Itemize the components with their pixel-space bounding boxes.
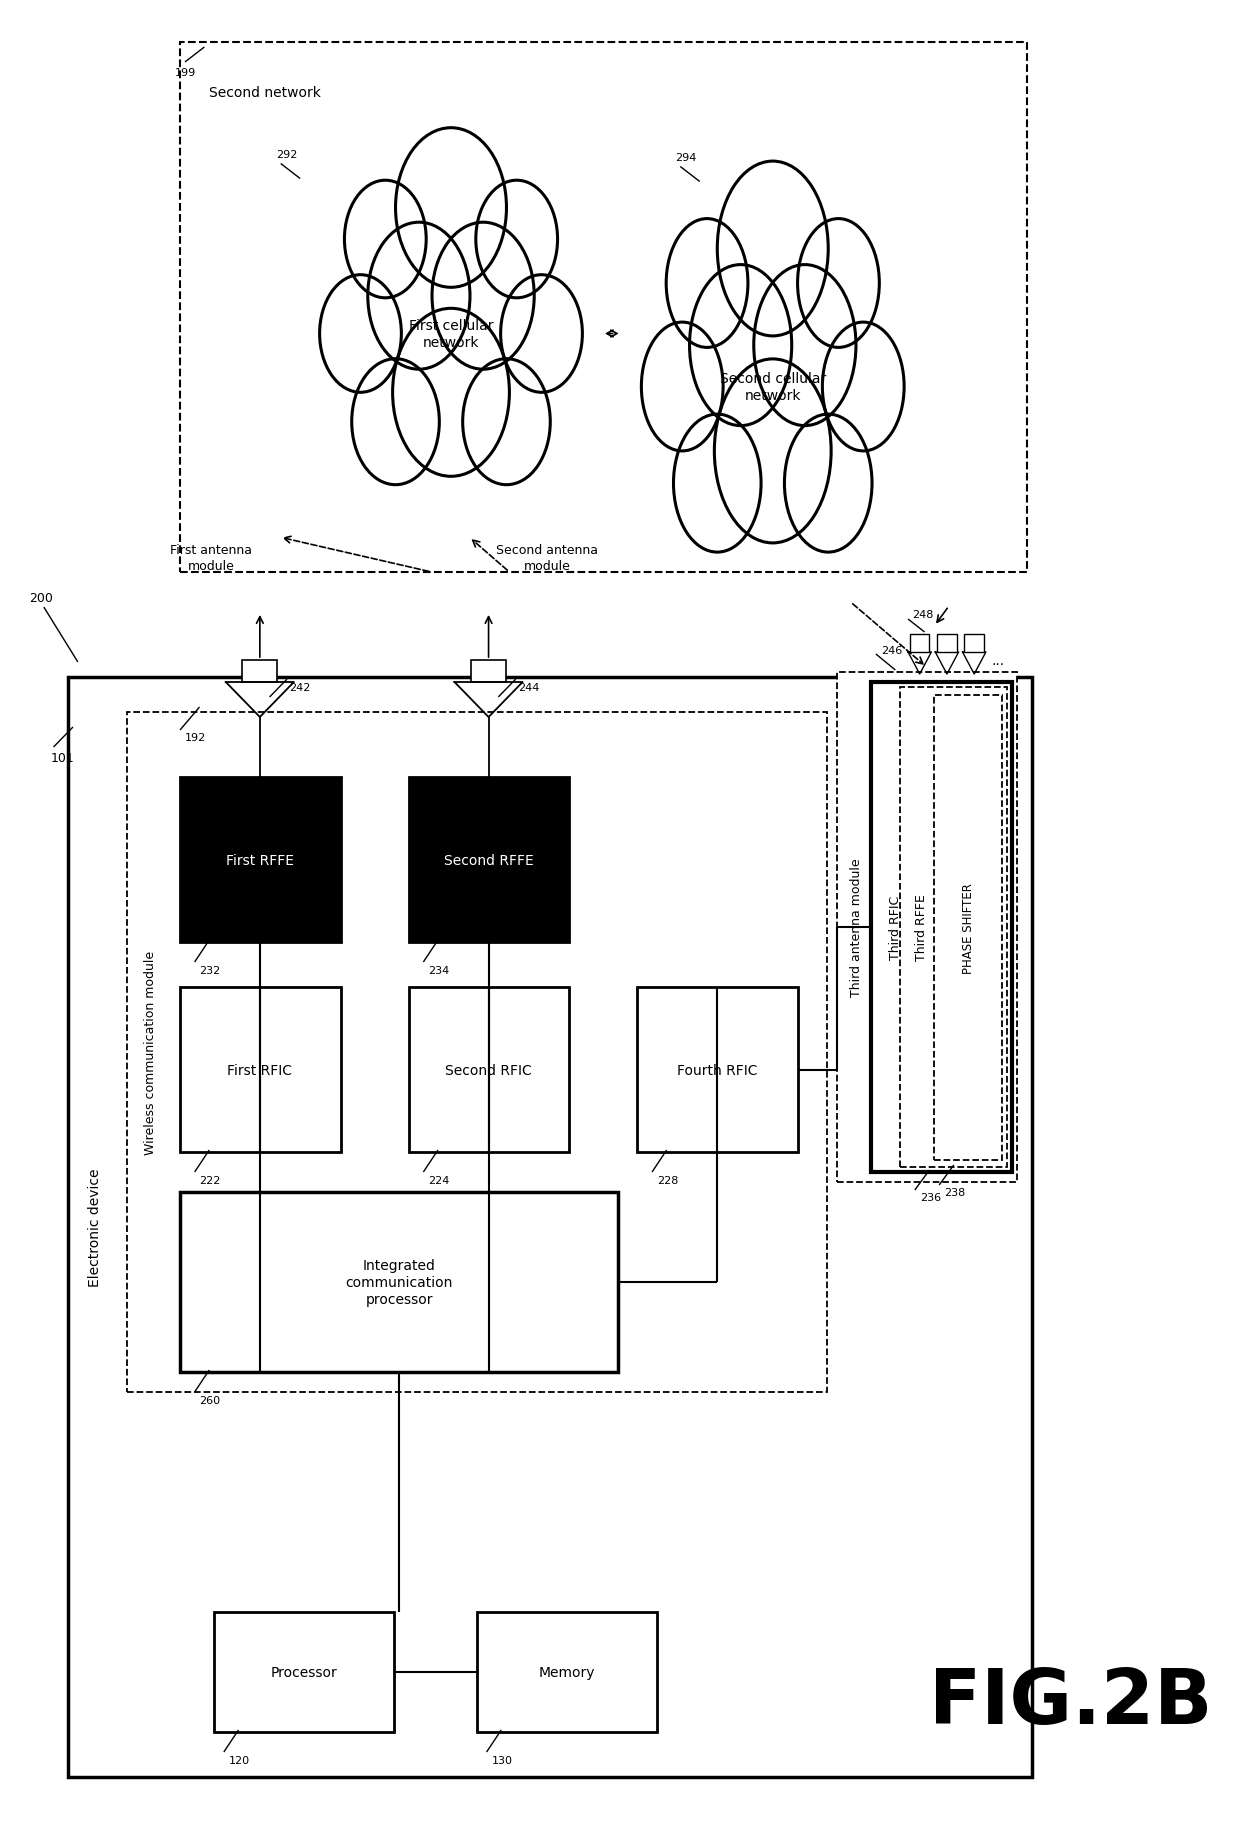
Text: 294: 294 bbox=[676, 152, 697, 163]
Text: Third antenna module: Third antenna module bbox=[849, 857, 863, 997]
Text: Second antenna
module: Second antenna module bbox=[496, 544, 598, 572]
Bar bbox=[637, 987, 799, 1152]
Text: 228: 228 bbox=[657, 1176, 678, 1185]
Bar bbox=[409, 987, 569, 1152]
Text: 292: 292 bbox=[275, 150, 298, 159]
Text: 222: 222 bbox=[200, 1176, 221, 1185]
Ellipse shape bbox=[368, 224, 470, 370]
Text: First RFIC: First RFIC bbox=[227, 1063, 293, 1077]
Text: 248: 248 bbox=[911, 610, 934, 619]
Bar bbox=[180, 42, 1027, 573]
Bar bbox=[471, 661, 506, 683]
Bar bbox=[477, 1612, 657, 1731]
Text: First cellular
network: First cellular network bbox=[409, 319, 494, 350]
Text: 236: 236 bbox=[920, 1193, 941, 1202]
Text: Integrated
communication
processor: Integrated communication processor bbox=[345, 1259, 453, 1306]
Bar bbox=[900, 687, 1007, 1167]
Bar bbox=[180, 777, 341, 942]
Text: Processor: Processor bbox=[270, 1665, 337, 1680]
Ellipse shape bbox=[673, 414, 761, 553]
Bar bbox=[126, 713, 827, 1392]
Text: 120: 120 bbox=[228, 1755, 249, 1764]
Text: 199: 199 bbox=[175, 68, 196, 79]
Text: First RFFE: First RFFE bbox=[226, 854, 294, 868]
Bar bbox=[965, 634, 985, 652]
Text: Fourth RFIC: Fourth RFIC bbox=[677, 1063, 758, 1077]
Text: Electronic device: Electronic device bbox=[88, 1169, 103, 1286]
Text: 246: 246 bbox=[880, 645, 901, 656]
Text: Third RFIC: Third RFIC bbox=[889, 896, 901, 960]
Ellipse shape bbox=[785, 414, 872, 553]
Ellipse shape bbox=[714, 359, 831, 544]
Ellipse shape bbox=[754, 266, 856, 427]
Ellipse shape bbox=[393, 310, 510, 476]
Bar bbox=[180, 987, 341, 1152]
Text: 101: 101 bbox=[51, 751, 74, 764]
Ellipse shape bbox=[641, 322, 723, 453]
Bar bbox=[242, 661, 278, 683]
Bar bbox=[934, 696, 1002, 1160]
Ellipse shape bbox=[396, 128, 506, 288]
Text: 234: 234 bbox=[428, 965, 449, 975]
Text: 224: 224 bbox=[428, 1176, 450, 1185]
Ellipse shape bbox=[345, 181, 427, 299]
Text: 260: 260 bbox=[200, 1396, 221, 1405]
Text: 232: 232 bbox=[200, 965, 221, 975]
Ellipse shape bbox=[797, 220, 879, 348]
Ellipse shape bbox=[822, 322, 904, 453]
Text: Second cellular
network: Second cellular network bbox=[719, 372, 826, 403]
Text: PHASE SHIFTER: PHASE SHIFTER bbox=[962, 883, 975, 975]
Bar bbox=[180, 1193, 618, 1372]
Text: 130: 130 bbox=[491, 1755, 512, 1764]
Text: Wireless communication module: Wireless communication module bbox=[144, 951, 157, 1154]
Bar bbox=[215, 1612, 394, 1731]
Ellipse shape bbox=[689, 266, 791, 427]
Text: Second network: Second network bbox=[210, 86, 321, 101]
Text: Second RFFE: Second RFFE bbox=[444, 854, 533, 868]
Text: ...: ... bbox=[991, 654, 1004, 667]
Text: 244: 244 bbox=[518, 683, 539, 692]
Text: 238: 238 bbox=[944, 1187, 965, 1198]
Text: 242: 242 bbox=[289, 683, 310, 692]
Ellipse shape bbox=[717, 161, 828, 337]
Bar bbox=[837, 672, 1017, 1182]
Text: First antenna
module: First antenna module bbox=[170, 544, 252, 572]
Text: 200: 200 bbox=[30, 592, 53, 605]
Ellipse shape bbox=[352, 359, 439, 485]
Bar bbox=[409, 777, 569, 942]
Bar bbox=[68, 678, 1032, 1777]
Bar bbox=[870, 683, 1012, 1172]
Ellipse shape bbox=[432, 224, 534, 370]
Text: 192: 192 bbox=[185, 733, 206, 742]
Text: Third RFFE: Third RFFE bbox=[915, 894, 929, 962]
Ellipse shape bbox=[320, 275, 402, 394]
Ellipse shape bbox=[463, 359, 551, 485]
Text: Second RFIC: Second RFIC bbox=[445, 1063, 532, 1077]
Ellipse shape bbox=[666, 220, 748, 348]
Bar bbox=[937, 634, 957, 652]
Ellipse shape bbox=[476, 181, 558, 299]
Ellipse shape bbox=[501, 275, 583, 394]
Bar bbox=[910, 634, 930, 652]
Text: Memory: Memory bbox=[538, 1665, 595, 1680]
Text: FIG.2B: FIG.2B bbox=[929, 1665, 1213, 1739]
